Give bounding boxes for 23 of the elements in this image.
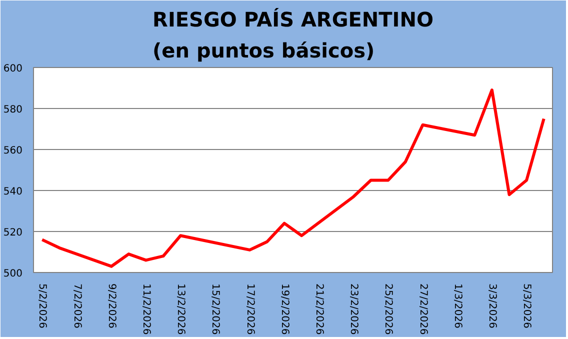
x-tick-label: 1/3/2026 (452, 284, 463, 328)
x-tick-label: 17/2/2026 (244, 284, 256, 335)
line-series (40, 88, 546, 268)
x-tick-label: 9/2/2026 (106, 284, 117, 328)
x-tick-label: 5/2/2026 (36, 284, 48, 328)
x-tick-label: 27/2/2026 (417, 284, 428, 335)
y-tick-label: 520 (3, 228, 23, 238)
x-tick-label: 13/2/2026 (175, 284, 186, 335)
y-tick-label: 560 (3, 146, 23, 156)
y-tick-label: 540 (3, 186, 23, 198)
x-tick-label: 5/3/2026 (521, 284, 532, 328)
x-tick-label: 15/2/2026 (210, 284, 221, 335)
chart-title: RIESGO PAÍS ARGENTINO (en puntos básicos) (152, 7, 434, 62)
x-tick-label: 3/3/2026 (486, 284, 498, 328)
y-tick-label: 500 (3, 268, 23, 280)
x-tick-label: 7/2/2026 (71, 284, 82, 328)
x-tick-label: 21/2/2026 (313, 284, 324, 335)
x-tick-label: 25/2/2026 (382, 284, 394, 335)
y-tick-label: 600 (3, 64, 23, 74)
x-tick-label: 19/2/2026 (278, 284, 290, 335)
y-tick-label: 580 (3, 104, 23, 116)
x-tick-label: 23/2/2026 (348, 284, 360, 335)
x-tick-label: 11/2/2026 (140, 284, 152, 335)
